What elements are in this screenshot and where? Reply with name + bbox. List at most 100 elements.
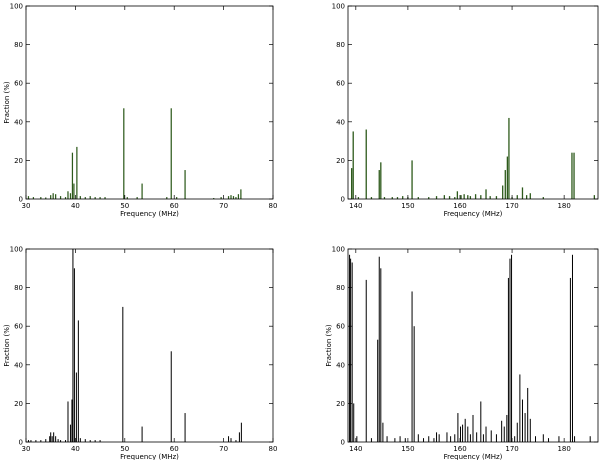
bar	[230, 195, 232, 199]
bar	[64, 197, 67, 199]
x-tick-label: 50	[120, 445, 129, 453]
bar	[94, 440, 96, 442]
bar	[99, 197, 101, 199]
y-tick-label: 60	[336, 323, 345, 331]
bar	[53, 432, 55, 442]
bar	[69, 424, 71, 442]
x-tick-label: 40	[71, 445, 80, 453]
y-tick-label: 40	[336, 118, 345, 126]
bar	[50, 432, 52, 442]
bar	[370, 197, 373, 199]
y-tick-label: 0	[341, 439, 345, 447]
bar	[506, 156, 509, 199]
bar	[464, 418, 466, 442]
y-tick-label: 60	[14, 323, 23, 331]
y-axis-label: Fraction (%)	[3, 324, 11, 367]
bar	[84, 197, 86, 199]
bar	[529, 193, 531, 199]
plot-frame	[347, 248, 599, 443]
bar	[220, 197, 222, 199]
y-axis-label: Fraction (%)	[3, 81, 11, 124]
bar	[71, 152, 74, 199]
bar	[521, 187, 524, 199]
x-tick-label: 60	[170, 445, 179, 453]
bar	[411, 160, 413, 199]
x-axis-label: Frequency (MHz)	[444, 453, 503, 460]
bar	[99, 440, 101, 442]
bar	[126, 197, 128, 199]
x-tick-label: 60	[170, 202, 179, 210]
bar	[469, 434, 471, 442]
bar	[417, 434, 419, 442]
bar	[123, 108, 125, 199]
y-tick-label: 80	[336, 41, 345, 49]
bar	[436, 432, 438, 442]
bar	[435, 196, 438, 199]
bar	[228, 436, 230, 442]
bar	[356, 436, 358, 442]
bar	[79, 196, 81, 199]
y-tick-label: 40	[14, 361, 23, 369]
bar	[51, 436, 53, 442]
bar	[428, 436, 430, 442]
bar	[428, 197, 430, 199]
y-tick-label: 40	[336, 361, 345, 369]
chart-panel-bottom-right: 140 150 160 170 180 0 20 40 60 80 100 Frequency (MH…	[325, 246, 599, 460]
bar	[382, 422, 384, 442]
bar	[232, 196, 235, 199]
bar	[30, 440, 32, 442]
x-tick-label: 180	[557, 202, 570, 210]
bar	[365, 279, 367, 442]
bar	[413, 326, 415, 442]
y-axis-label: Fraction (%)	[325, 324, 333, 367]
bar	[57, 439, 59, 442]
bar-series	[350, 117, 595, 199]
bar	[472, 414, 474, 442]
bar	[141, 183, 143, 199]
bar	[476, 432, 478, 442]
bar	[503, 426, 505, 442]
bar	[380, 162, 382, 199]
y-tick-label: 0	[341, 196, 345, 204]
bar	[350, 168, 353, 199]
bar	[508, 117, 510, 199]
bar	[490, 430, 492, 442]
bar	[527, 387, 529, 442]
bar	[378, 256, 380, 442]
x-tick-label: 180	[557, 445, 570, 453]
y-tick-label: 100	[332, 246, 345, 254]
bar	[506, 414, 508, 442]
chart-panel-bottom-left: 30 40 50 60 70 80 0 20 40 60 80 100 Frequency (MHz) F…	[3, 246, 277, 460]
bar	[69, 193, 72, 199]
bar	[380, 268, 382, 442]
x-tick-label: 160	[453, 202, 466, 210]
bar	[463, 194, 465, 199]
bar	[485, 426, 487, 442]
bar	[89, 196, 91, 199]
bar	[460, 195, 462, 199]
bar	[495, 196, 498, 199]
bar	[489, 196, 491, 199]
bar	[235, 197, 237, 199]
bar	[480, 195, 482, 199]
bar	[370, 438, 372, 442]
bar	[495, 434, 497, 442]
bar	[501, 420, 503, 442]
bar	[394, 438, 396, 442]
bar	[571, 254, 573, 442]
bar	[507, 277, 509, 442]
bar	[73, 268, 75, 442]
x-tick-label: 80	[269, 445, 278, 453]
bar	[443, 195, 445, 199]
bar	[67, 401, 69, 442]
bar	[40, 197, 42, 199]
bar	[357, 197, 360, 199]
y-tick-label: 20	[14, 400, 23, 408]
bar	[176, 197, 178, 199]
bar	[402, 196, 404, 199]
bar	[76, 146, 78, 199]
bar	[32, 197, 35, 199]
y-tick-label: 20	[336, 400, 345, 408]
bar	[514, 436, 516, 442]
